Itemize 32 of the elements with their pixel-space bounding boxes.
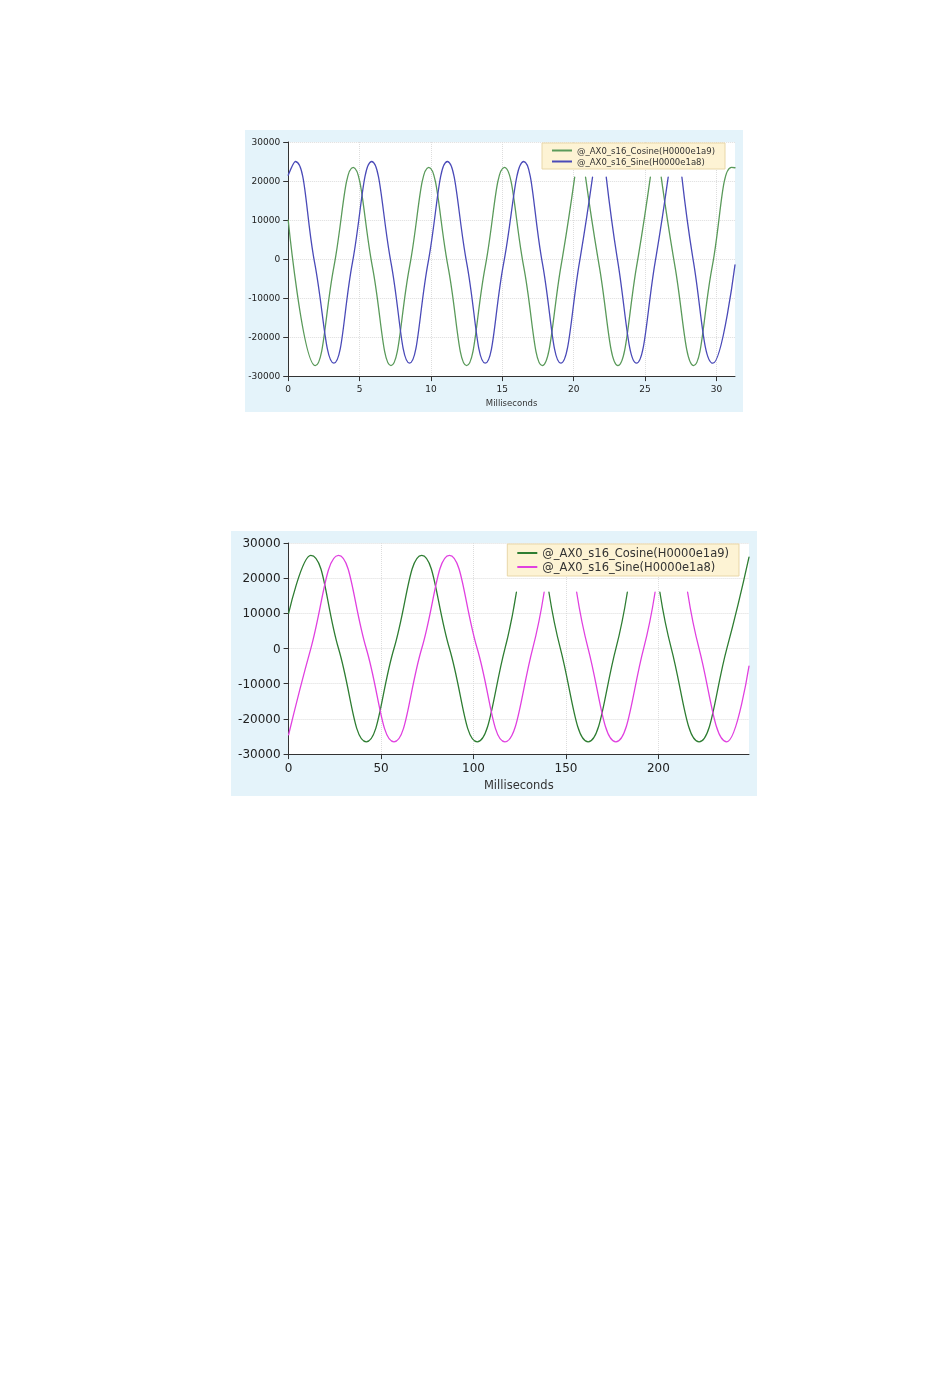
y-tick-label: 30000 (251, 137, 281, 147)
legend-label: @_AX0_s16_Cosine(H0000e1a9) (542, 546, 730, 560)
legend-label: @_AX0_s16_Cosine(H0000e1a9) (577, 145, 716, 156)
x-tick-label: 10 (425, 383, 437, 394)
x-tick-label: 100 (462, 761, 485, 776)
y-tick-label: 10000 (242, 606, 281, 621)
x-tick-label: 30 (710, 383, 723, 394)
x-tick-label: 0 (285, 383, 292, 394)
y-tick-label: -10000 (248, 293, 281, 304)
y-tick-label: -30000 (238, 747, 281, 762)
x-tick-label: 5 (356, 383, 363, 394)
x-tick-label: 0 (284, 761, 293, 776)
y-tick-label: 20000 (242, 571, 281, 586)
y-tick-label: -20000 (248, 332, 281, 343)
x-axis-title: Milliseconds (483, 778, 554, 792)
x-tick-label: 25 (639, 383, 651, 394)
y-tick-label: -10000 (238, 676, 281, 691)
x-tick-label: 200 (646, 761, 670, 776)
y-tick-label: 0 (272, 641, 281, 656)
y-tick-label: 0 (274, 254, 281, 265)
x-tick-label: 15 (496, 383, 509, 394)
x-axis-title: Milliseconds (485, 397, 538, 408)
y-tick-label: 30000 (242, 536, 281, 550)
x-tick-label: 50 (373, 761, 389, 776)
y-tick-label: 20000 (251, 176, 281, 187)
x-tick-label: 20 (567, 383, 580, 394)
x-tick-label: 150 (554, 761, 578, 776)
y-tick-label: 10000 (251, 215, 281, 226)
legend-label: @_AX0_s16_Sine(H0000e1a8) (577, 156, 705, 167)
legend-label: @_AX0_s16_Sine(H0000e1a8) (542, 560, 716, 574)
y-tick-label: -20000 (238, 711, 281, 726)
y-tick-label: -30000 (248, 371, 281, 382)
